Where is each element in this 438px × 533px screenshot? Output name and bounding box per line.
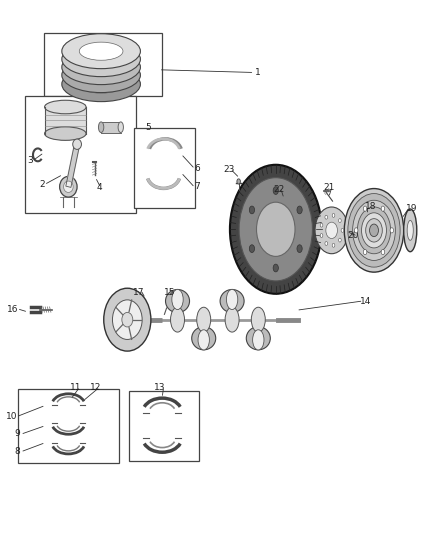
- Text: 7: 7: [194, 182, 200, 191]
- Text: 23: 23: [223, 165, 234, 174]
- Text: 6: 6: [194, 164, 200, 173]
- Ellipse shape: [339, 219, 341, 223]
- Ellipse shape: [348, 193, 400, 267]
- Text: 1: 1: [255, 68, 261, 77]
- Ellipse shape: [62, 50, 141, 85]
- Ellipse shape: [404, 209, 417, 252]
- Ellipse shape: [381, 249, 385, 255]
- Ellipse shape: [361, 213, 386, 248]
- Text: 12: 12: [90, 383, 102, 392]
- Ellipse shape: [325, 215, 328, 219]
- Ellipse shape: [344, 189, 404, 272]
- Text: 18: 18: [365, 203, 377, 212]
- Ellipse shape: [45, 127, 86, 140]
- Ellipse shape: [122, 312, 133, 327]
- Ellipse shape: [170, 307, 184, 332]
- Ellipse shape: [62, 42, 141, 77]
- Ellipse shape: [353, 200, 396, 261]
- Bar: [44, 33, 162, 96]
- Ellipse shape: [251, 307, 265, 332]
- Bar: [45, 104, 86, 134]
- Ellipse shape: [297, 245, 302, 253]
- Bar: [18, 389, 119, 463]
- Ellipse shape: [172, 289, 183, 310]
- Ellipse shape: [79, 42, 123, 60]
- Ellipse shape: [62, 58, 141, 93]
- Ellipse shape: [357, 207, 391, 254]
- Ellipse shape: [315, 207, 348, 254]
- Text: 22: 22: [274, 185, 285, 194]
- Ellipse shape: [326, 222, 337, 239]
- Bar: [101, 122, 121, 133]
- Bar: [130, 391, 199, 461]
- Ellipse shape: [249, 245, 254, 253]
- Text: 15: 15: [164, 287, 176, 296]
- Ellipse shape: [45, 100, 86, 114]
- Ellipse shape: [104, 288, 151, 351]
- Ellipse shape: [62, 34, 141, 69]
- Text: 11: 11: [70, 383, 81, 392]
- Text: 5: 5: [145, 123, 151, 132]
- Ellipse shape: [64, 181, 73, 192]
- Bar: [134, 128, 195, 208]
- Ellipse shape: [249, 206, 254, 214]
- Ellipse shape: [381, 206, 385, 211]
- Ellipse shape: [297, 206, 302, 214]
- Text: 10: 10: [6, 412, 18, 421]
- Text: 16: 16: [7, 304, 19, 313]
- Text: 3: 3: [28, 156, 33, 165]
- Ellipse shape: [253, 330, 264, 350]
- Ellipse shape: [257, 202, 295, 256]
- Ellipse shape: [273, 187, 279, 195]
- Ellipse shape: [332, 213, 335, 217]
- Ellipse shape: [197, 307, 211, 332]
- Ellipse shape: [390, 228, 394, 233]
- Ellipse shape: [79, 58, 123, 76]
- Ellipse shape: [246, 327, 270, 350]
- Text: 8: 8: [14, 447, 20, 456]
- Ellipse shape: [320, 233, 323, 238]
- Ellipse shape: [220, 289, 244, 313]
- Ellipse shape: [237, 179, 240, 184]
- Ellipse shape: [273, 264, 279, 272]
- Ellipse shape: [192, 327, 216, 350]
- Ellipse shape: [79, 66, 123, 84]
- Ellipse shape: [60, 176, 77, 197]
- Text: 17: 17: [132, 287, 144, 296]
- Ellipse shape: [225, 307, 239, 332]
- Ellipse shape: [118, 122, 124, 133]
- Ellipse shape: [366, 219, 382, 242]
- Text: 13: 13: [154, 383, 166, 392]
- Text: 20: 20: [348, 231, 359, 240]
- Ellipse shape: [226, 289, 238, 310]
- Ellipse shape: [230, 165, 321, 294]
- Ellipse shape: [354, 228, 358, 233]
- Ellipse shape: [364, 249, 367, 255]
- Text: 9: 9: [14, 430, 20, 439]
- Ellipse shape: [79, 75, 123, 93]
- Ellipse shape: [166, 289, 190, 313]
- Ellipse shape: [320, 223, 323, 227]
- Text: 21: 21: [323, 183, 335, 192]
- Ellipse shape: [99, 122, 104, 133]
- Ellipse shape: [79, 50, 123, 68]
- Text: 19: 19: [406, 204, 418, 213]
- Ellipse shape: [239, 177, 312, 281]
- Bar: [25, 96, 136, 213]
- Text: 4: 4: [96, 183, 102, 192]
- Ellipse shape: [364, 206, 367, 211]
- Text: 2: 2: [39, 180, 45, 189]
- Ellipse shape: [198, 330, 209, 350]
- Polygon shape: [66, 143, 80, 188]
- Ellipse shape: [325, 241, 328, 245]
- Ellipse shape: [113, 300, 142, 340]
- Text: 14: 14: [360, 296, 371, 305]
- Ellipse shape: [73, 139, 81, 149]
- Ellipse shape: [339, 238, 341, 242]
- Ellipse shape: [62, 67, 141, 102]
- Ellipse shape: [370, 224, 378, 237]
- Ellipse shape: [341, 229, 344, 232]
- Ellipse shape: [332, 244, 335, 247]
- Ellipse shape: [407, 220, 413, 240]
